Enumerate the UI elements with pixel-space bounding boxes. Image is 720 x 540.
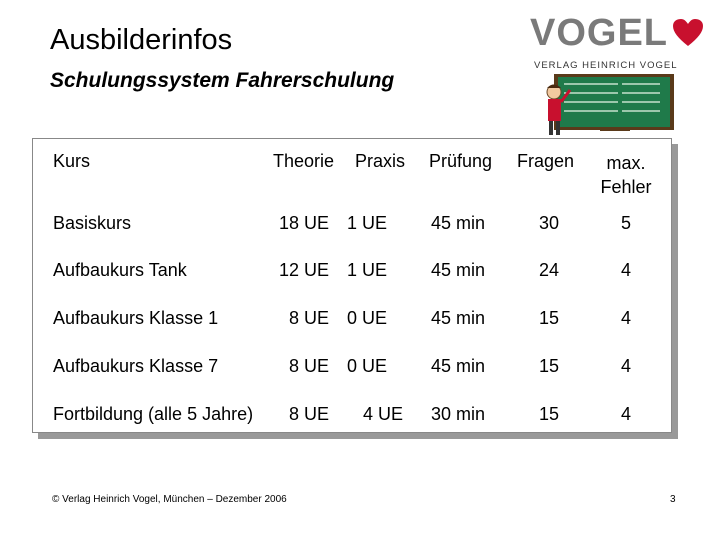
cell-max-fehler: 5 xyxy=(621,213,632,233)
cell-fragen: 15 xyxy=(539,404,560,424)
chalkboard-illustration xyxy=(540,72,680,142)
cell-max-fehler: 4 xyxy=(621,260,632,280)
cell-fragen: 15 xyxy=(539,356,560,376)
header-max-fehler: max. Fehler xyxy=(600,153,652,197)
course-table: Kurs Theorie Praxis Prüfung Fragen max. … xyxy=(32,138,672,433)
cell-praxis: 0 UE xyxy=(347,356,388,376)
vogel-logo: VOGEL VERLAG HEINRICH VOGEL xyxy=(526,10,706,80)
footer-copyright: © Verlag Heinrich Vogel, München – Dezem… xyxy=(52,494,287,505)
cell-max-fehler: 4 xyxy=(621,356,632,376)
cell-fragen: 30 xyxy=(539,213,560,233)
header-kurs: Kurs xyxy=(53,151,91,171)
header-praxis: Praxis xyxy=(355,151,406,171)
teacher-at-chalkboard-icon xyxy=(546,74,674,135)
page-title: Ausbilderinfos xyxy=(50,24,233,56)
cell-praxis: 0 UE xyxy=(347,308,388,328)
page-number: 3 xyxy=(670,494,676,505)
cell-theorie: 12 UE xyxy=(279,260,330,280)
heart-icon xyxy=(673,19,703,46)
cell-praxis: 1 UE xyxy=(347,213,388,233)
cell-theorie: 8 UE xyxy=(289,404,330,424)
cell-kurs: Aufbaukurs Klasse 7 xyxy=(53,356,219,376)
cell-pruefung: 45 min xyxy=(431,213,486,233)
logo-wordmark: VOGEL xyxy=(530,12,669,54)
cell-pruefung: 45 min xyxy=(431,260,486,280)
cell-kurs: Basiskurs xyxy=(53,213,132,233)
cell-pruefung: 45 min xyxy=(431,308,486,328)
cell-theorie: 18 UE xyxy=(279,213,330,233)
logo-tagline: VERLAG HEINRICH VOGEL xyxy=(534,60,678,71)
cell-praxis: 4 UE xyxy=(363,404,404,424)
cell-theorie: 8 UE xyxy=(289,308,330,328)
cell-kurs: Aufbaukurs Klasse 1 xyxy=(53,308,219,328)
cell-kurs: Aufbaukurs Tank xyxy=(53,260,187,280)
header-theorie: Theorie xyxy=(273,151,335,171)
cell-max-fehler: 4 xyxy=(621,308,632,328)
cell-theorie: 8 UE xyxy=(289,356,330,376)
cell-pruefung: 45 min xyxy=(431,356,486,376)
cell-praxis: 1 UE xyxy=(347,260,388,280)
header-fragen: Fragen xyxy=(517,151,575,171)
cell-fragen: 15 xyxy=(539,308,560,328)
page-subtitle: Schulungssystem Fahrerschulung xyxy=(50,69,395,92)
cell-max-fehler: 4 xyxy=(621,404,632,424)
header-pruefung: Prüfung xyxy=(429,151,493,171)
cell-kurs: Fortbildung (alle 5 Jahre) xyxy=(53,404,254,424)
cell-fragen: 24 xyxy=(539,260,560,280)
cell-pruefung: 30 min xyxy=(431,404,486,424)
